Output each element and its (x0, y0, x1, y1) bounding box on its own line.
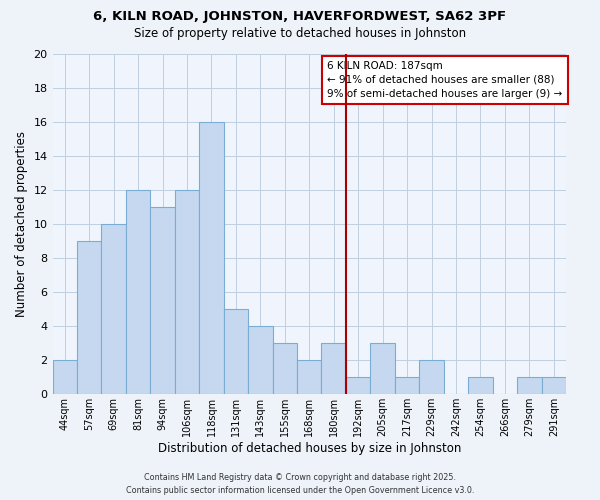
Bar (53, 360, 77, 394)
Bar (370, 343, 395, 394)
Bar (322, 343, 346, 394)
Y-axis label: Number of detached properties: Number of detached properties (15, 131, 28, 317)
Text: 6 KILN ROAD: 187sqm
← 91% of detached houses are smaller (88)
9% of semi-detache: 6 KILN ROAD: 187sqm ← 91% of detached ho… (327, 61, 562, 99)
Bar (517, 378, 542, 394)
Bar (346, 378, 370, 394)
Text: Size of property relative to detached houses in Johnston: Size of property relative to detached ho… (134, 28, 466, 40)
Text: 6, KILN ROAD, JOHNSTON, HAVERFORDWEST, SA62 3PF: 6, KILN ROAD, JOHNSTON, HAVERFORDWEST, S… (94, 10, 506, 23)
Bar (224, 309, 248, 394)
Bar (126, 190, 151, 394)
Bar (77, 241, 101, 394)
Bar (272, 343, 297, 394)
Bar (199, 122, 224, 394)
Bar (248, 326, 272, 394)
X-axis label: Distribution of detached houses by size in Johnston: Distribution of detached houses by size … (158, 442, 461, 455)
Text: Contains HM Land Registry data © Crown copyright and database right 2025.
Contai: Contains HM Land Registry data © Crown c… (126, 474, 474, 495)
Bar (175, 190, 199, 394)
Bar (297, 360, 322, 394)
Bar (468, 378, 493, 394)
Bar (419, 360, 444, 394)
Bar (542, 378, 566, 394)
Bar (395, 378, 419, 394)
Bar (101, 224, 126, 394)
Bar (151, 207, 175, 394)
